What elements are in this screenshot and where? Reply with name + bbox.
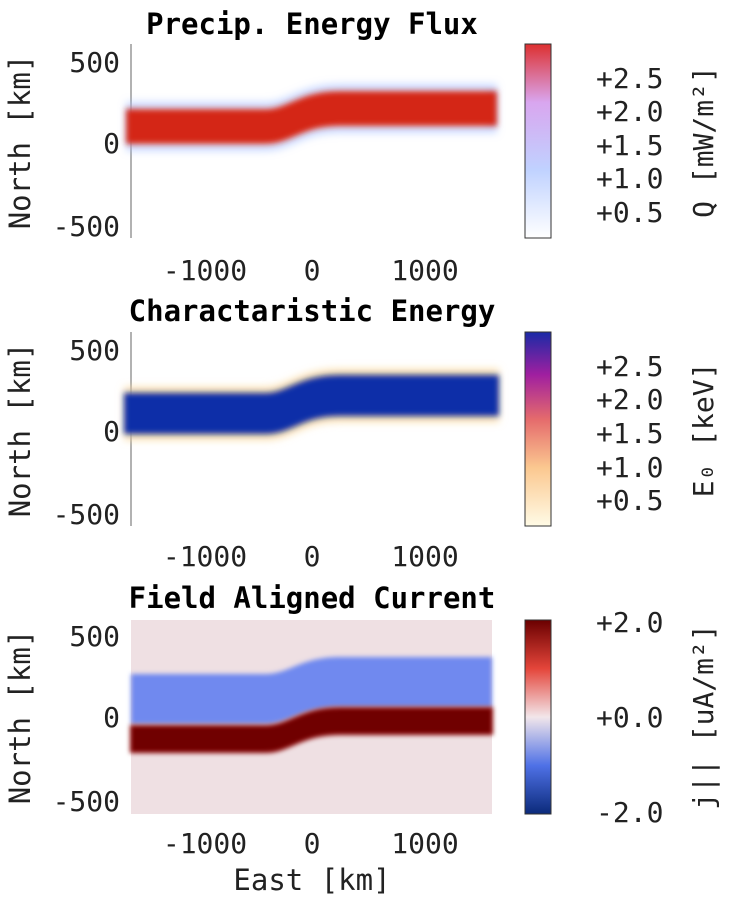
colorbar	[524, 619, 552, 815]
x-tick-label: -1000	[163, 540, 247, 573]
y-axis-label: North [km]	[3, 343, 37, 518]
x-tick-label: 0	[304, 540, 321, 573]
x-tick-label: -1000	[163, 254, 247, 287]
y-tick-label: -500	[53, 498, 120, 531]
flux-band	[126, 91, 497, 144]
x-axis-label: East [km]	[233, 863, 390, 897]
y-axis-label: North [km]	[3, 630, 37, 805]
y-tick-label: 0	[103, 415, 120, 448]
colorbar-tick-label: +1.5	[596, 417, 663, 450]
chart-title: Charactaristic Energy	[129, 294, 496, 328]
y-tick-label: -500	[53, 785, 120, 818]
colorbar-label: E₀ [keV]	[687, 363, 720, 498]
panel-field-aligned-current: Field Aligned Current 500 0 -500 -1000 0…	[3, 581, 720, 897]
colorbar-tick-label: +1.5	[596, 129, 663, 162]
colorbar-tick-label: +2.0	[596, 95, 663, 128]
x-tick-label: -1000	[163, 827, 247, 860]
colorbar	[524, 43, 552, 239]
heatmap-image	[126, 84, 497, 151]
chart-title: Field Aligned Current	[129, 581, 496, 615]
colorbar-tick-label: +2.5	[596, 350, 663, 383]
colorbar-tick-label: +1.0	[596, 451, 663, 484]
current-positive-band	[130, 707, 493, 753]
chart-title: Precip. Energy Flux	[146, 7, 478, 41]
x-tick-label: 1000	[391, 827, 458, 860]
x-tick-label: 1000	[391, 254, 458, 287]
y-tick-label: 0	[103, 701, 120, 734]
panel-characteristic-energy: Charactaristic Energy 500 0 -500 -1000 0…	[3, 294, 720, 573]
x-tick-label: 0	[304, 254, 321, 287]
colorbar	[524, 331, 552, 527]
colorbar-tick-label: +0.5	[596, 196, 663, 229]
y-tick-label: 0	[103, 127, 120, 160]
colorbar-tick-label: +0.0	[596, 701, 663, 734]
energy-band	[124, 375, 499, 434]
y-axis-label: North [km]	[3, 55, 37, 230]
heatmap-image	[124, 369, 499, 440]
colorbar-tick-label: +0.5	[596, 484, 663, 517]
y-tick-label: 500	[69, 620, 120, 653]
colorbar-label: Q [mW/m²]	[687, 66, 720, 218]
heatmap-image	[130, 620, 493, 814]
x-tick-label: 0	[304, 827, 321, 860]
colorbar-tick-label: +2.0	[596, 383, 663, 416]
colorbar-tick-label: +2.0	[596, 606, 663, 639]
y-tick-label: 500	[69, 46, 120, 79]
colorbar-label: j|| [uA/m²]	[687, 624, 720, 809]
colorbar-tick-label: +1.0	[596, 162, 663, 195]
current-negative-band	[131, 657, 492, 724]
y-tick-label: 500	[69, 334, 120, 367]
x-tick-label: 1000	[391, 540, 458, 573]
y-tick-label: -500	[53, 210, 120, 243]
colorbar-tick-label: +2.5	[596, 62, 663, 95]
colorbar-tick-label: -2.0	[596, 796, 663, 829]
panel-precip-energy-flux: Precip. Energy Flux 500 0 -500 -1000 0 1…	[3, 7, 720, 287]
